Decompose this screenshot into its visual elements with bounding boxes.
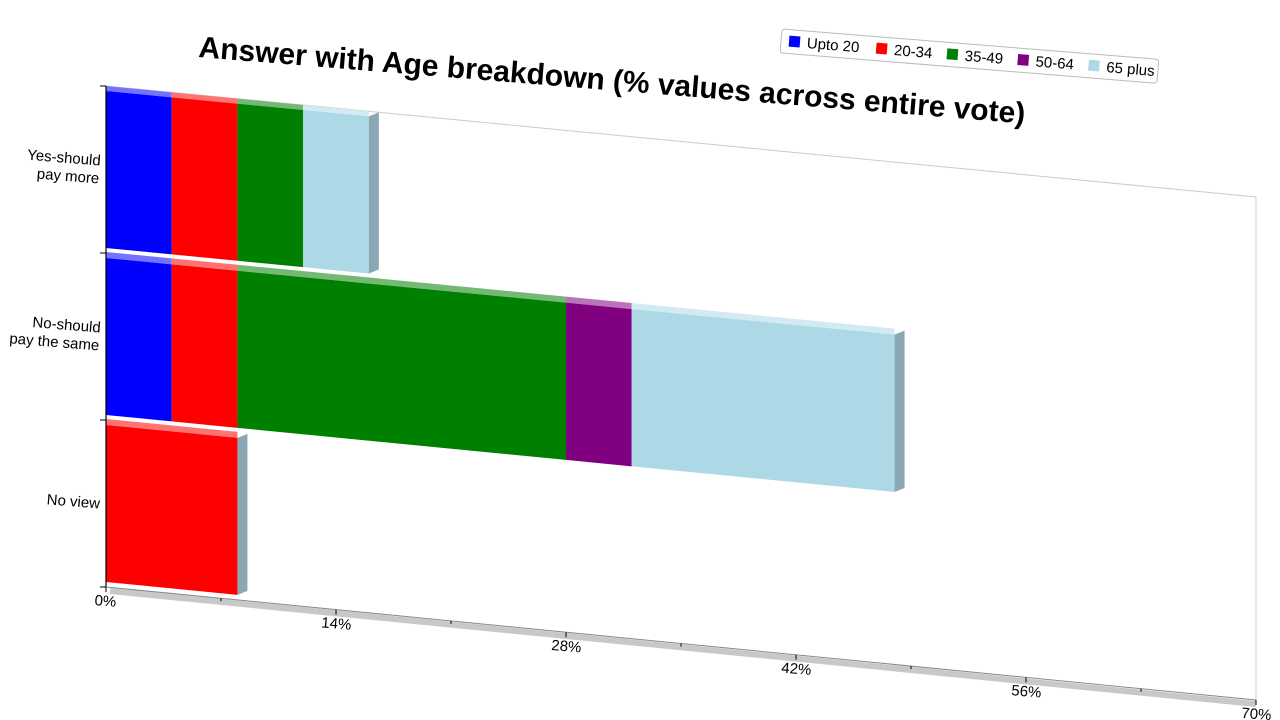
bar-top-0-1 [171, 92, 238, 104]
legend-frame [779, 28, 1160, 84]
bar-segment-1-4 [631, 309, 895, 493]
category-label-2: No view [46, 491, 101, 512]
legend-label-2: 35-49 [964, 48, 1004, 68]
bar-segment-1-2 [237, 270, 566, 460]
bar-top-1-0 [106, 251, 172, 265]
legend-label-3: 50-64 [1035, 53, 1075, 73]
bar-segment-1-1 [171, 264, 238, 428]
category-label-line-0-0: Yes-should [27, 147, 102, 170]
chart-background [105, 85, 1257, 707]
bar-segment-0-2 [237, 103, 304, 268]
x-tick-label-0: 0% [94, 592, 117, 611]
category-label-line-2-0: No view [46, 491, 101, 512]
bar-top-0-2 [237, 98, 304, 111]
x-tick-label-1: 14% [321, 614, 352, 633]
legend-swatch-0 [788, 35, 801, 48]
floor-shadow [109, 588, 1257, 707]
bar-end-cap-1 [894, 330, 905, 493]
x-tick-label-3: 42% [781, 660, 812, 679]
bar-top-1-3 [566, 296, 632, 310]
bar-segment-0-0 [106, 91, 172, 255]
bar-top-1-2 [237, 264, 566, 303]
bar-end-cap-2 [237, 433, 248, 595]
legend-swatch-4 [1088, 59, 1100, 72]
category-label-0: Yes-shouldpay more [25, 147, 101, 188]
legend-swatch-3 [1017, 54, 1030, 66]
legend-swatch-1 [875, 42, 888, 55]
legend-label-4: 65 plus [1106, 59, 1156, 80]
bar-top-1-1 [171, 258, 238, 271]
bar-end-cap-0 [368, 112, 379, 274]
bar-top-0-0 [106, 86, 172, 98]
plot-frame [105, 85, 1257, 700]
legend-swatch-2 [946, 48, 959, 61]
category-label-line-0-1: pay more [36, 165, 100, 187]
bar-top-1-4 [631, 303, 895, 335]
bar-segment-2-1 [106, 425, 238, 595]
legend: Upto 20 20-34 35-49 50-64 65 plus [779, 28, 1160, 84]
bar-top-2-1 [106, 418, 238, 438]
x-tick-label-5: 70% [1241, 705, 1272, 720]
legend-box: Upto 20 20-34 35-49 50-64 65 plus [779, 28, 1160, 84]
bar-segment-1-0 [106, 258, 172, 422]
category-label-1: No-shouldpay the same [9, 312, 102, 354]
bar-segment-0-4 [303, 110, 369, 274]
x-tick-label-4: 56% [1011, 682, 1042, 701]
legend-label-0: Upto 20 [806, 35, 860, 56]
category-label-line-1-0: No-should [32, 314, 102, 336]
bars-group [106, 86, 905, 595]
bar-top-0-4 [303, 105, 369, 117]
bar-segment-0-1 [171, 97, 238, 261]
legend-label-1: 20-34 [893, 42, 933, 62]
bar-segment-1-3 [566, 302, 632, 467]
x-tick-label-2: 28% [551, 637, 582, 656]
